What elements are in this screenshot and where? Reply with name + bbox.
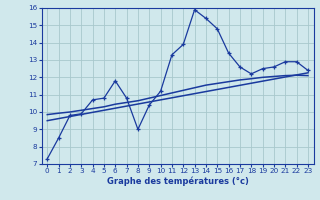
X-axis label: Graphe des températures (°c): Graphe des températures (°c) xyxy=(107,177,249,186)
